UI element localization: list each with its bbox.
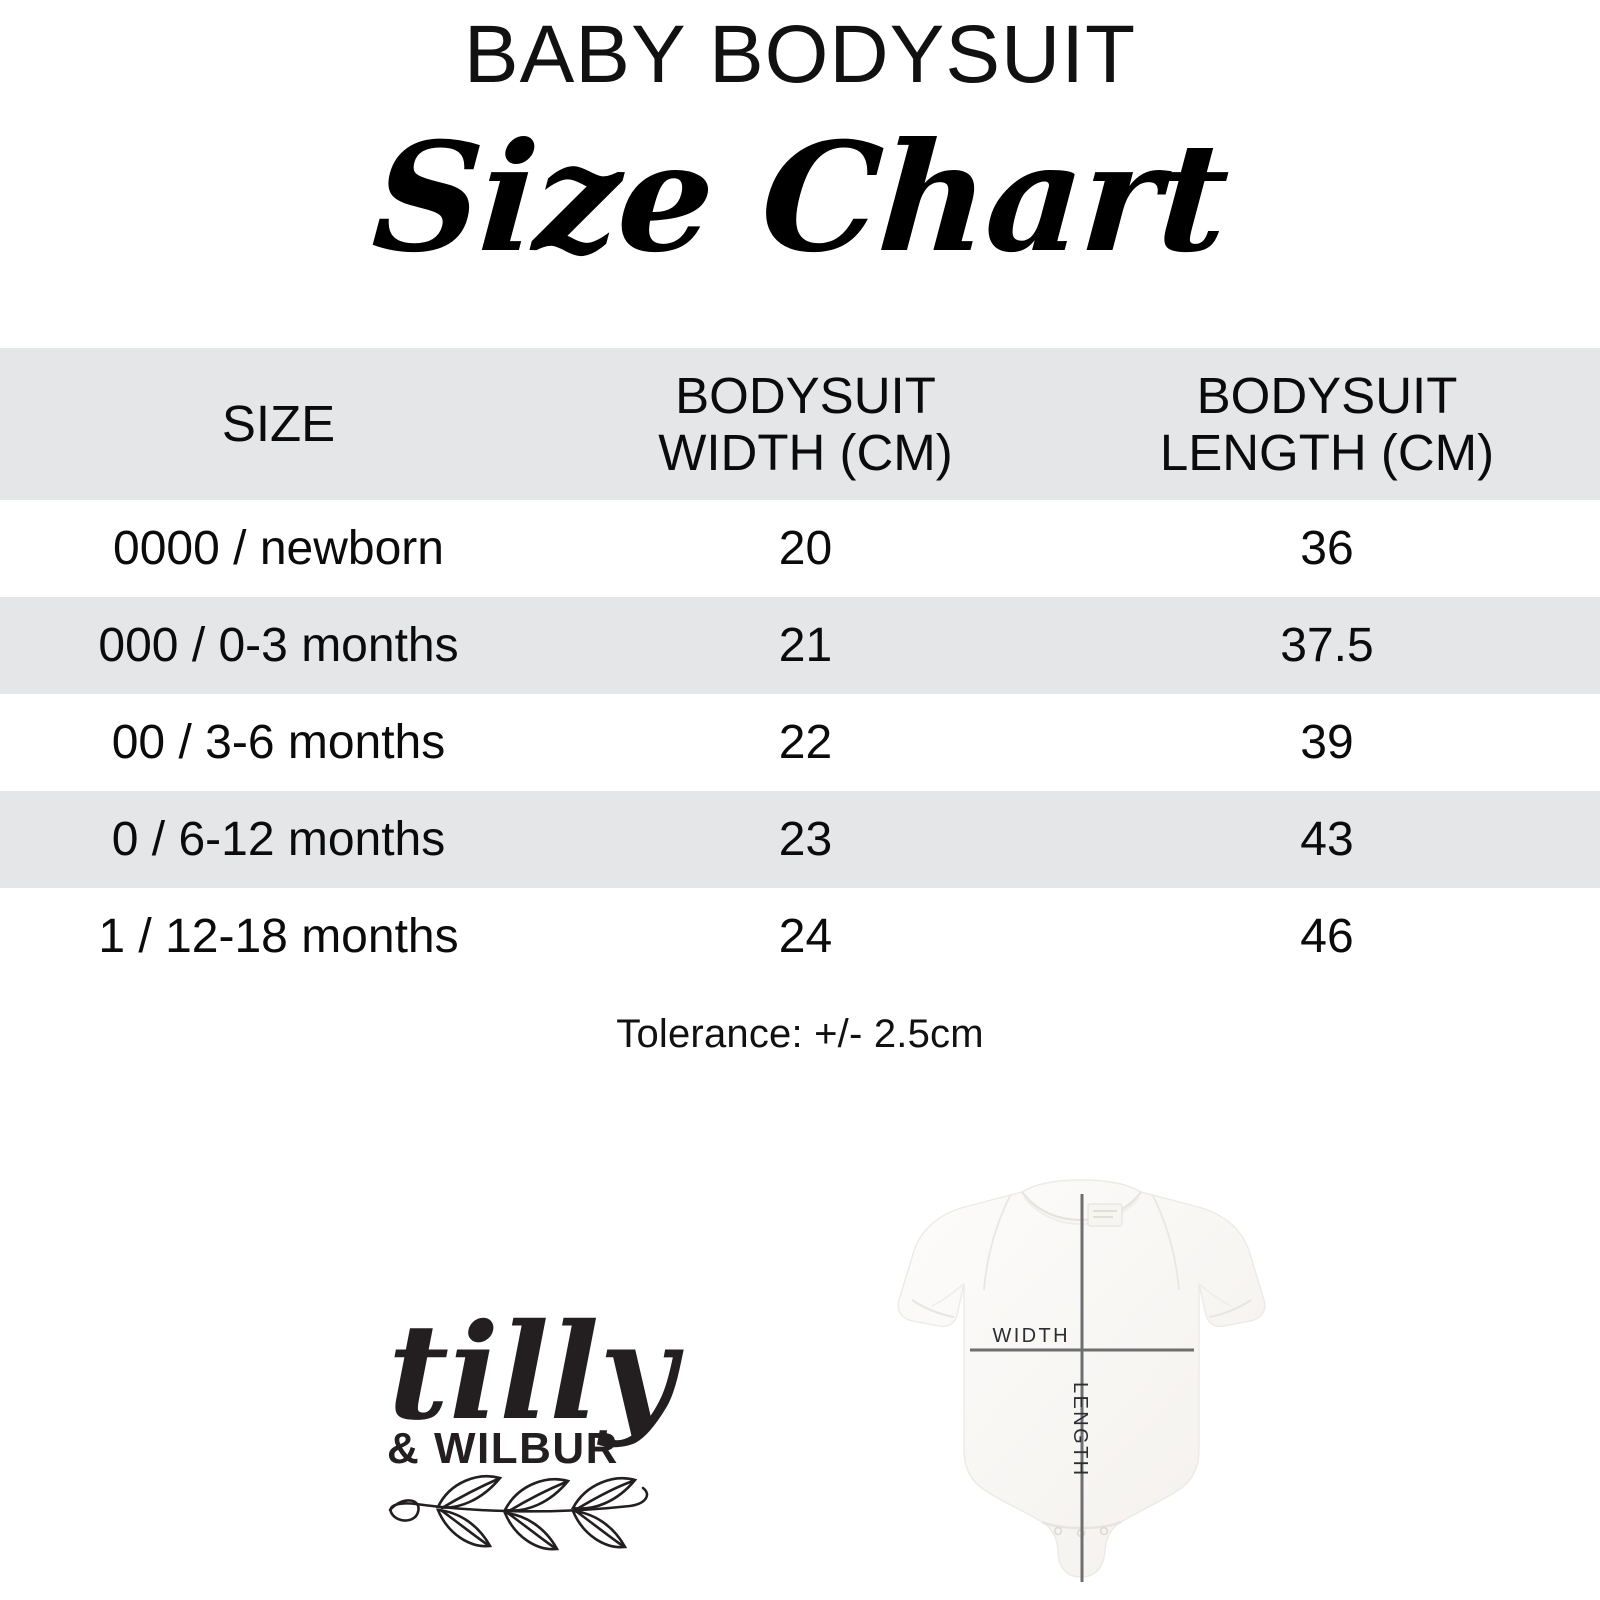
column-header-length: BODYSUIT LENGTH (CM) xyxy=(1054,348,1600,500)
bodysuit-diagram: WIDTH LENGTH xyxy=(872,1150,1292,1600)
cell-width: 24 xyxy=(557,888,1054,985)
neck-label-tag-icon xyxy=(1087,1203,1123,1227)
cell-width: 22 xyxy=(557,694,1054,791)
table-row: 0 / 6-12 months 23 43 xyxy=(0,791,1600,888)
cell-width: 20 xyxy=(557,500,1054,597)
cell-width: 21 xyxy=(557,597,1054,694)
cell-size: 00 / 3-6 months xyxy=(0,694,557,791)
cell-length: 39 xyxy=(1054,694,1600,791)
column-header-width-line2: WIDTH (CM) xyxy=(658,424,953,481)
table-row: 000 / 0-3 months 21 37.5 xyxy=(0,597,1600,694)
logo-script-name: tilly xyxy=(388,1295,684,1450)
tolerance-note: Tolerance: +/- 2.5cm xyxy=(616,1012,984,1056)
measurement-guides xyxy=(970,1194,1194,1582)
table-body: 0000 / newborn 20 36 000 / 0-3 months 21… xyxy=(0,500,1600,985)
column-header-width: BODYSUIT WIDTH (CM) xyxy=(557,348,1054,500)
column-header-length-line2: LENGTH (CM) xyxy=(1159,424,1495,481)
page-subtitle-script: Size Chart xyxy=(367,110,1233,286)
table-header: SIZE BODYSUIT WIDTH (CM) BODYSUIT LENGTH… xyxy=(0,348,1600,500)
logo-sub-name: & WILBUR xyxy=(387,1424,619,1473)
size-chart-table: SIZE BODYSUIT WIDTH (CM) BODYSUIT LENGTH… xyxy=(0,348,1600,985)
column-header-size: SIZE xyxy=(0,348,557,500)
brand-logo-icon: tilly & WILBUR xyxy=(387,1295,684,1551)
length-label: LENGTH xyxy=(1069,1382,1091,1478)
page-title: BABY BODYSUIT xyxy=(463,9,1137,100)
cell-size: 000 / 0-3 months xyxy=(0,597,557,694)
brand-logo: tilly & WILBUR xyxy=(330,1258,720,1588)
cell-size: 0 / 6-12 months xyxy=(0,791,557,888)
branch-flourish-icon xyxy=(388,1475,649,1551)
column-header-size-label: SIZE xyxy=(221,395,336,453)
page-header: BABY BODYSUIT Size Chart xyxy=(0,0,1600,287)
cell-width: 23 xyxy=(557,791,1054,888)
column-header-width-line1: BODYSUIT xyxy=(675,366,936,424)
column-header-length-line1: BODYSUIT xyxy=(1196,366,1458,424)
cell-size: 0000 / newborn xyxy=(0,500,557,597)
table-row: 00 / 3-6 months 22 39 xyxy=(0,694,1600,791)
table-row: 0000 / newborn 20 36 xyxy=(0,500,1600,597)
cell-length: 36 xyxy=(1054,500,1600,597)
cell-size: 1 / 12-18 months xyxy=(0,888,557,985)
width-label: WIDTH xyxy=(992,1325,1070,1347)
cell-length: 46 xyxy=(1054,888,1600,985)
table-header-row: SIZE BODYSUIT WIDTH (CM) BODYSUIT LENGTH… xyxy=(0,348,1600,500)
table-row: 1 / 12-18 months 24 46 xyxy=(0,888,1600,985)
cell-length: 37.5 xyxy=(1054,597,1600,694)
cell-length: 43 xyxy=(1054,791,1600,888)
bodysuit-illustration: WIDTH LENGTH xyxy=(897,1179,1266,1582)
